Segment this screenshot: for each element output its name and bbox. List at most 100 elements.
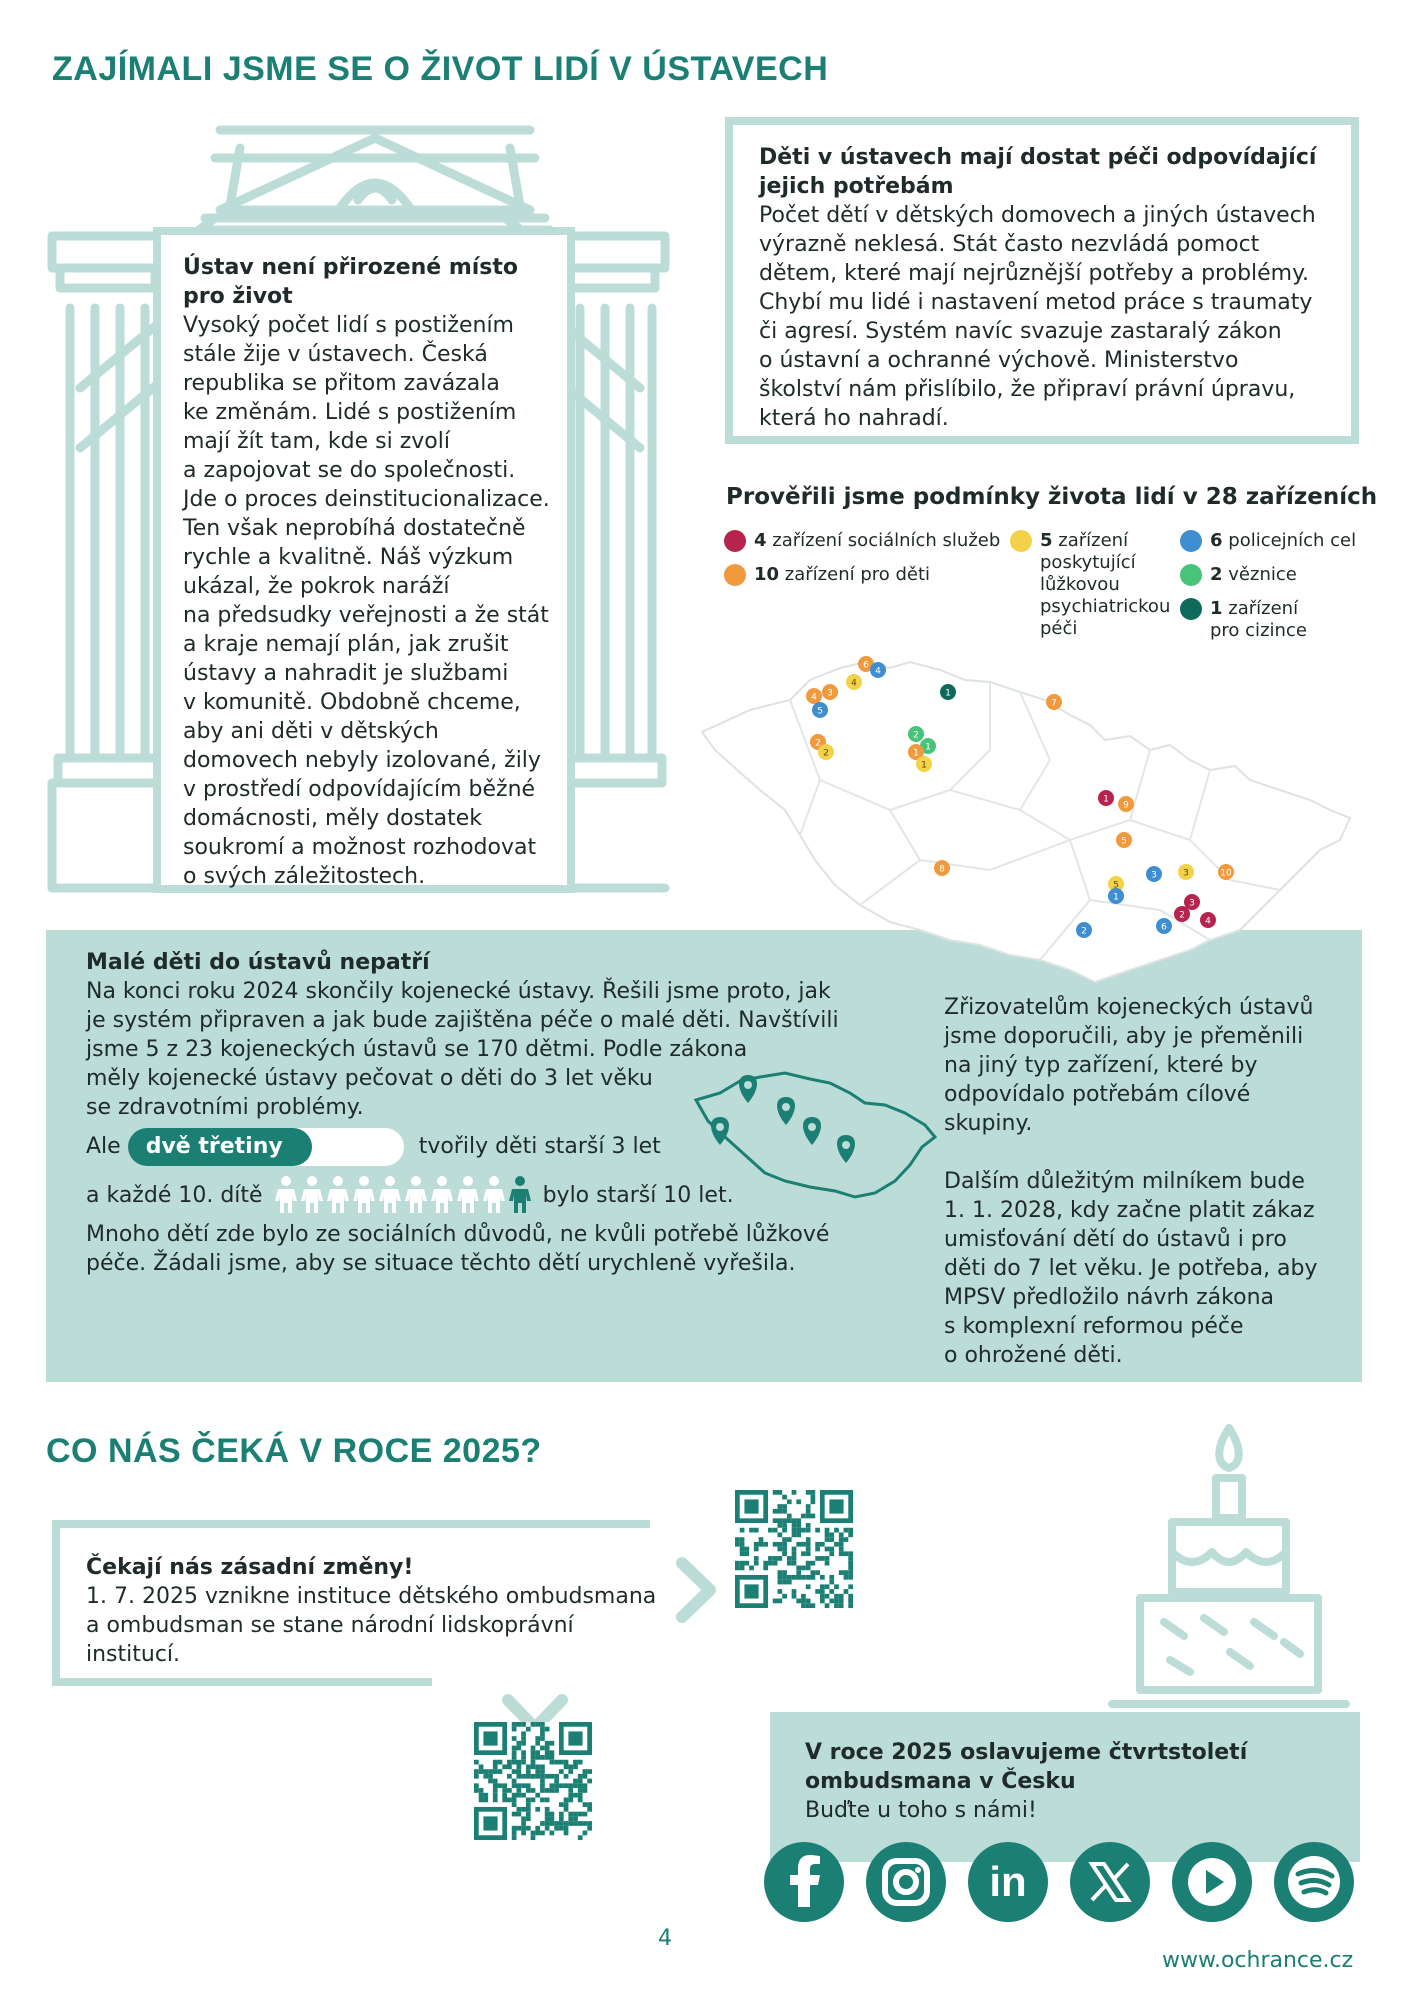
text-line: měly kojenecké ústavy pečovat o děti do … <box>86 1066 653 1091</box>
qr-code[interactable] <box>735 1490 853 1608</box>
map-marker-count: 1 <box>913 749 919 759</box>
map-marker-count: 5 <box>817 707 823 717</box>
map-marker-count: 6 <box>1161 923 1167 933</box>
changes-heading: Čekají nás zásadní změny! <box>86 1555 414 1580</box>
map-marker: 5 <box>1108 876 1124 892</box>
small-children-heading: Malé děti do ústavů nepatří <box>86 950 430 975</box>
text-line: ukázal, že pokrok naráží <box>183 574 450 599</box>
small-children-paragraph: Na konci roku 2024 skončily kojenecké ús… <box>86 977 876 1122</box>
map-marker-count: 4 <box>1205 917 1211 927</box>
children-box: Děti v ústavech mají dostat péči odpovíd… <box>725 117 1359 444</box>
anniversary-band <box>770 1712 1360 1862</box>
map-marker: 4 <box>846 674 862 690</box>
text-line: stále žije v ústavech. Česká <box>183 342 488 367</box>
child-icon <box>300 1176 323 1213</box>
map-marker: 1 <box>1098 790 1114 806</box>
map-marker-count: 3 <box>1183 869 1189 879</box>
milestone-paragraph: Dalším důležitým milníkem bude 1. 1. 2028… <box>944 1167 1344 1370</box>
text-line: Mnoho dětí zde bylo ze sociálních důvodů… <box>86 1222 830 1247</box>
text-line: na jiný typ zařízení, které by <box>944 1053 1258 1078</box>
child-icon <box>456 1176 479 1213</box>
map-marker-count: 2 <box>823 749 829 759</box>
spotify-icon[interactable] <box>1274 1842 1354 1922</box>
two-thirds-row: Ale dvě třetiny tvořily děti starší 3 le… <box>86 1128 661 1166</box>
institutions-heading-2: pro život <box>183 284 293 309</box>
legend-dot <box>724 530 746 552</box>
x-icon[interactable] <box>1070 1842 1150 1922</box>
child-icon <box>378 1176 401 1213</box>
map-marker-count: 4 <box>851 679 857 689</box>
text-line: Chybí mu lidé i nastavení metod práce s … <box>759 290 1313 315</box>
text-line: Zřizovatelům kojeneckých ústavů <box>944 995 1314 1020</box>
text-line: Na konci roku 2024 skončily kojenecké ús… <box>86 979 831 1004</box>
text-line: republika se přitom zavázala <box>183 371 500 396</box>
map-marker: 9 <box>1118 796 1134 812</box>
map-marker: 3 <box>1184 894 1200 910</box>
map-marker: 2 <box>1174 906 1190 922</box>
legend-dot <box>1180 598 1202 620</box>
map-marker-count: 3 <box>1189 899 1195 909</box>
czech-map-infant-institutions <box>693 1071 938 1199</box>
map-marker: 3 <box>1178 864 1194 880</box>
map-marker: 2 <box>908 726 924 742</box>
legend-item-social: 4 zařízení sociálních služeb <box>724 530 1000 552</box>
instagram-icon[interactable] <box>866 1842 946 1922</box>
map-marker: 8 <box>934 860 950 876</box>
map-marker-count: 2 <box>815 739 821 749</box>
anniversary-heading: V roce 2025 oslavujeme čtvrtstoletí <box>805 1740 1248 1765</box>
text-line: ústavy a nahradit je službami <box>183 661 509 686</box>
text-line: 1. 7. 2025 vznikne instituce dětského om… <box>86 1584 657 1609</box>
map-marker-count: 3 <box>1151 871 1157 881</box>
text-line: odpovídalo potřebám cílové <box>944 1082 1251 1107</box>
text-line: výrazně neklesá. Stát často nezvládá pom… <box>759 232 1260 257</box>
page-title: ZAJÍMALI JSME SE O ŽIVOT LIDÍ V ÚSTAVECH <box>52 50 829 88</box>
text-line: v prostředí odpovídajícím běžné <box>183 777 536 802</box>
map-marker-count: 2 <box>1179 911 1185 921</box>
text-line: aby ani děti v dětských <box>183 719 439 744</box>
map-marker-count: 6 <box>863 661 869 671</box>
changes-content: Čekají nás zásadní změny! 1. 7. 2025 vzn… <box>86 1553 686 1669</box>
institutions-paragraph: Vysoký počet lidí s postižením stále žije… <box>183 311 573 891</box>
child-icon <box>430 1176 453 1213</box>
text-line: se zdravotními problémy. <box>86 1095 364 1120</box>
anniversary-subtitle: Buďte u toho s námi! <box>805 1798 1037 1823</box>
text-line: MPSV předložilo návrh zákona <box>944 1285 1274 1310</box>
legend-item-prison: 2 věznice <box>1180 564 1297 586</box>
map-marker: 6 <box>858 656 874 672</box>
map-marker: 4 <box>1200 912 1216 928</box>
anniversary-heading-2: ombudsmana v Česku <box>805 1769 1076 1794</box>
legend-dot <box>1180 564 1202 586</box>
website-link[interactable]: www.ochrance.cz <box>1162 1948 1354 1973</box>
map-marker-count: 4 <box>811 693 817 703</box>
text-line: o ústavní a ochranné výchově. Ministerst… <box>759 348 1239 373</box>
map-marker: 3 <box>822 684 838 700</box>
map-marker: 7 <box>1046 694 1062 710</box>
map-marker: 2 <box>1076 922 1092 938</box>
text-line: ke změnám. Lidé s postižením <box>183 400 517 425</box>
infant-institution-pins <box>711 1075 855 1163</box>
children-heading-2: jejich potřebám <box>759 174 954 199</box>
children-heading: Děti v ústavech mají dostat péči odpovíd… <box>759 145 1317 170</box>
text-line: jsme doporučili, aby je přeměnili <box>944 1024 1304 1049</box>
map-marker-count: 1 <box>945 689 951 699</box>
children-paragraph: Počet dětí v dětských domovech a jiných … <box>759 201 1349 433</box>
linkedin-icon[interactable]: in <box>968 1842 1048 1922</box>
facebook-icon[interactable] <box>764 1842 844 1922</box>
youtube-icon[interactable] <box>1172 1842 1252 1922</box>
text-line: dětem, které mají nejrůznější potřeby a … <box>759 261 1309 286</box>
text-line: s komplexní reformou péče <box>944 1314 1244 1339</box>
legend-item-police: 6 policejních cel <box>1180 530 1356 552</box>
map-marker-count: 1 <box>1103 795 1109 805</box>
map-marker: 1 <box>916 756 932 772</box>
small-children-closing: Mnoho dětí zde bylo ze sociálních důvodů… <box>86 1220 876 1278</box>
changes-frame <box>52 1520 650 1686</box>
future-title: CO NÁS ČEKÁ V ROCE 2025? <box>46 1432 542 1470</box>
map-marker: 2 <box>818 744 834 760</box>
page-number: 4 <box>658 1926 672 1951</box>
institutions-box: Ústav není přirozené místo pro život Vys… <box>153 227 575 893</box>
text-line: a zapojovat se do společnosti. <box>183 458 516 483</box>
facilities-legend: 4 zařízení sociálních služeb 10 zařízení… <box>724 530 1374 650</box>
text-line: 1. 1. 2028, kdy začne platit zákaz <box>944 1198 1315 1223</box>
qr-code[interactable] <box>474 1722 592 1840</box>
